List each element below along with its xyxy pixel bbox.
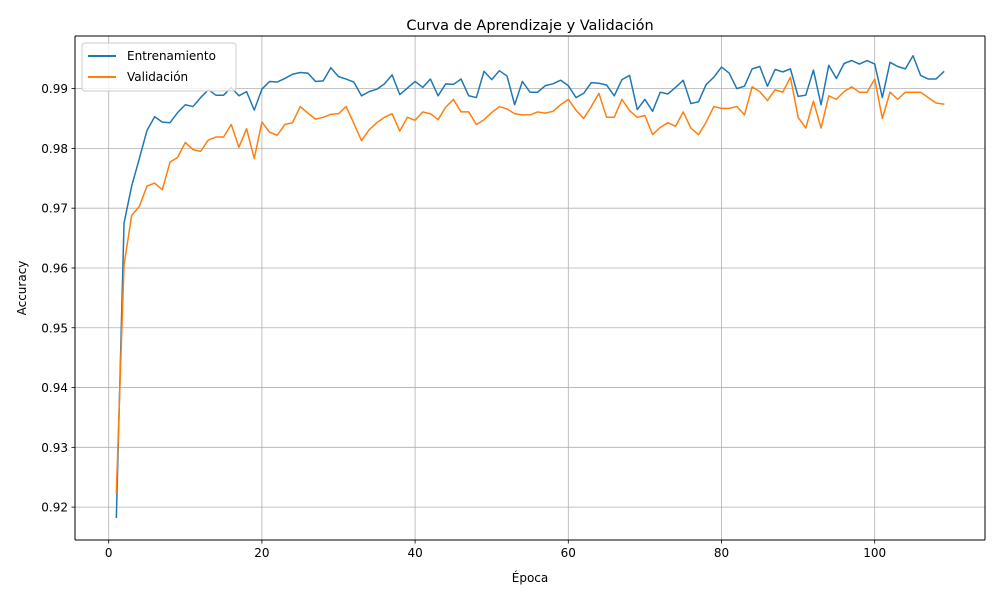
legend-box bbox=[81, 42, 237, 92]
x-tick-label: 20 bbox=[254, 546, 269, 560]
series-line-entrenamiento bbox=[115, 54, 945, 519]
legend-label-entrenamiento: Entrenamiento bbox=[127, 49, 216, 63]
y-axis-label: Accuracy bbox=[15, 261, 29, 316]
series-line-validacion bbox=[115, 76, 945, 493]
y-tick-label: 0.97 bbox=[41, 202, 68, 216]
y-tick-label: 0.93 bbox=[41, 441, 68, 455]
legend-label-validacion: Validación bbox=[127, 70, 188, 84]
y-tick-label: 0.96 bbox=[41, 261, 68, 275]
x-axis-label: Época bbox=[512, 570, 549, 585]
plot-area bbox=[75, 36, 985, 540]
chart-title: Curva de Aprendizaje y Validación bbox=[406, 18, 653, 34]
x-tick-label: 60 bbox=[561, 546, 576, 560]
legend: Entrenamiento Validación bbox=[81, 42, 237, 92]
x-axis-ticks: 0 20 40 60 80 100 bbox=[105, 540, 886, 560]
y-tick-label: 0.94 bbox=[41, 381, 68, 395]
y-tick-label: 0.99 bbox=[41, 82, 68, 96]
x-tick-label: 100 bbox=[863, 546, 886, 560]
y-tick-label: 0.95 bbox=[41, 321, 68, 335]
axes-frame bbox=[74, 35, 986, 541]
x-tick-label: 40 bbox=[407, 546, 422, 560]
y-axis-ticks: 0.92 0.93 0.94 0.95 0.96 0.97 0.98 0.99 bbox=[41, 82, 75, 515]
x-tick-label: 80 bbox=[714, 546, 729, 560]
y-tick-label: 0.92 bbox=[41, 501, 68, 515]
x-tick-label: 0 bbox=[105, 546, 113, 560]
y-tick-label: 0.98 bbox=[41, 142, 68, 156]
series-lines bbox=[115, 54, 945, 519]
